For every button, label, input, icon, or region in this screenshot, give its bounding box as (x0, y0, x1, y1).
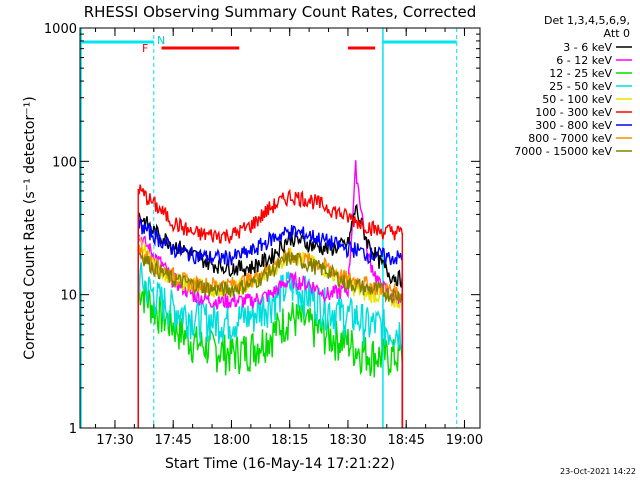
y-tick-label: 1000 (44, 22, 77, 37)
series-line (137, 203, 403, 288)
x-tick-label: 19:00 (446, 433, 483, 448)
x-tick-label: 18:30 (329, 433, 366, 448)
legend-entry-label: 12 - 25 keV (549, 67, 612, 80)
flag-f-label: F (142, 42, 148, 55)
series-line (137, 184, 403, 244)
x-tick-label: 18:15 (271, 433, 308, 448)
x-axis-label: Start Time (16-May-14 17:21:22) (165, 456, 395, 472)
x-tick-label: 18:45 (387, 433, 424, 448)
legend-header-line1: Det 1,3,4,5,6,9, (544, 14, 630, 27)
observing-flags (80, 28, 458, 428)
series-line (137, 216, 403, 267)
legend-entry-label: 6 - 12 keV (556, 54, 612, 67)
legend-entry-label: 800 - 7000 keV (528, 132, 612, 145)
legend-entry-label: 25 - 50 keV (549, 80, 612, 93)
x-tick-label: 17:45 (154, 433, 191, 448)
y-tick-label: 1 (69, 422, 77, 437)
legend-entry-label: 50 - 100 keV (542, 93, 612, 106)
x-tick-label: 17:30 (96, 433, 133, 448)
flag-n-label: N (157, 34, 165, 47)
series-line (137, 251, 403, 304)
legend-header-line2: Att 0 (604, 27, 630, 40)
chart-title: RHESSI Observing Summary Count Rates, Co… (84, 3, 477, 21)
legend-entry-label: 7000 - 15000 keV (514, 145, 612, 158)
plot-frame (79, 27, 481, 429)
y-tick-label: 100 (52, 155, 77, 170)
x-tick-label: 18:00 (213, 433, 250, 448)
axis-ticks: 17:30 17:45 18:00 18:15 18:30 18:45 19:00 1 10 10… (44, 22, 483, 448)
legend-entry-label: 300 - 800 keV (535, 119, 612, 132)
footer-timestamp: 23-Oct-2021 14:22 (560, 467, 636, 476)
chart-series (137, 160, 404, 428)
y-axis-label: Corrected Count Rate (s⁻¹ detector⁻¹) (22, 96, 38, 359)
y-tick-label: 10 (60, 289, 77, 304)
series-line (137, 262, 403, 351)
legend-entry-label: 100 - 300 keV (535, 106, 612, 119)
legend-entry-label: 3 - 6 keV (563, 41, 612, 54)
